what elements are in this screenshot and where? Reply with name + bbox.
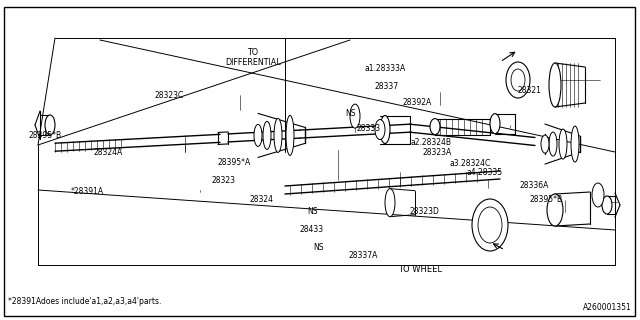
Text: 28323C: 28323C [154, 91, 183, 100]
Text: *28391A: *28391A [71, 187, 104, 196]
Text: 28324A: 28324A [93, 148, 122, 156]
Ellipse shape [511, 69, 525, 91]
Ellipse shape [506, 62, 530, 98]
Ellipse shape [274, 118, 282, 152]
Ellipse shape [559, 129, 567, 159]
Text: 28336A: 28336A [519, 180, 548, 189]
Text: 28337: 28337 [374, 82, 398, 91]
Text: TO
DIFFERENTIAL: TO DIFFERENTIAL [225, 48, 281, 68]
Ellipse shape [549, 63, 561, 107]
Text: NS: NS [313, 243, 323, 252]
Text: 28433: 28433 [299, 225, 323, 234]
Ellipse shape [385, 189, 395, 217]
Ellipse shape [263, 121, 271, 149]
Text: a2.28324B: a2.28324B [410, 138, 451, 147]
Ellipse shape [286, 116, 294, 156]
Ellipse shape [472, 199, 508, 251]
Ellipse shape [592, 183, 604, 207]
Ellipse shape [541, 135, 549, 153]
Text: NS: NS [307, 207, 317, 217]
Ellipse shape [490, 114, 500, 134]
Text: a1.28333A: a1.28333A [364, 63, 405, 73]
Text: 28323A: 28323A [422, 148, 451, 156]
Text: TO WHEEL: TO WHEEL [398, 266, 442, 275]
Ellipse shape [375, 119, 385, 140]
Text: 28395*A: 28395*A [217, 157, 250, 166]
Ellipse shape [549, 132, 557, 156]
Text: A260001351: A260001351 [583, 303, 632, 312]
Text: 28323: 28323 [211, 175, 235, 185]
Ellipse shape [547, 194, 563, 226]
Text: 28392A: 28392A [402, 98, 431, 107]
Text: 28324: 28324 [249, 196, 273, 204]
Text: 28395*B: 28395*B [530, 196, 563, 204]
Text: 28321: 28321 [518, 85, 542, 94]
Text: 28333: 28333 [356, 124, 380, 132]
Ellipse shape [380, 116, 390, 143]
Ellipse shape [478, 207, 502, 243]
Text: a4.28335: a4.28335 [466, 167, 502, 177]
Ellipse shape [45, 115, 55, 135]
Ellipse shape [602, 196, 612, 214]
Text: a3.28324C: a3.28324C [449, 158, 490, 167]
Text: 28323D: 28323D [409, 207, 439, 217]
Ellipse shape [350, 104, 360, 128]
Ellipse shape [571, 126, 579, 162]
Ellipse shape [254, 124, 262, 147]
Ellipse shape [430, 119, 440, 135]
Text: 28395*B: 28395*B [28, 131, 61, 140]
Text: 28337A: 28337A [348, 251, 378, 260]
Text: NS: NS [345, 108, 355, 117]
Text: *28391Adoes include'a1,a2,a3,a4'parts.: *28391Adoes include'a1,a2,a3,a4'parts. [8, 298, 161, 307]
